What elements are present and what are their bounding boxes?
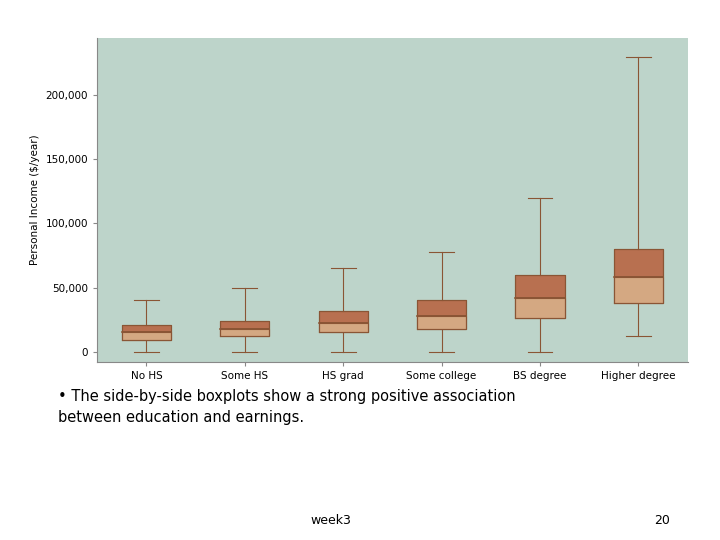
Text: • The side-by-side boxplots show a strong positive association
between education: • The side-by-side boxplots show a stron… [58,389,516,425]
FancyBboxPatch shape [122,332,171,340]
Y-axis label: Personal Income ($/year): Personal Income ($/year) [30,134,40,265]
FancyBboxPatch shape [613,277,663,303]
PathPatch shape [122,325,171,340]
PathPatch shape [516,275,564,318]
Text: week3: week3 [311,514,351,527]
Text: 20: 20 [654,514,670,527]
FancyBboxPatch shape [220,328,269,336]
FancyBboxPatch shape [318,323,368,332]
FancyBboxPatch shape [417,316,467,328]
PathPatch shape [220,321,269,336]
PathPatch shape [417,300,467,328]
FancyBboxPatch shape [516,298,564,318]
PathPatch shape [318,310,368,332]
PathPatch shape [613,249,663,303]
